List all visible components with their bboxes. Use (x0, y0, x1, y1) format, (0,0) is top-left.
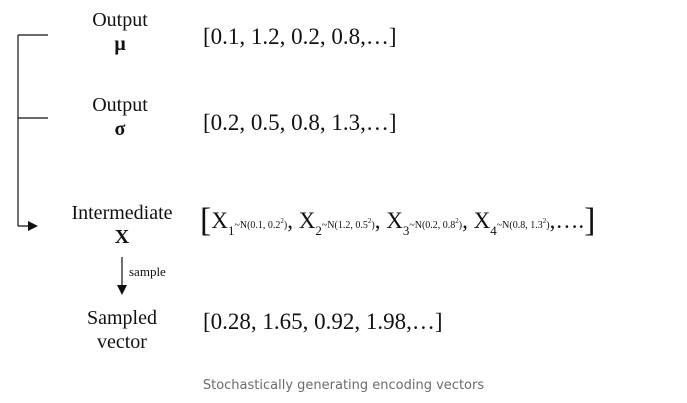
close-bracket: ] (584, 202, 596, 239)
open-bracket: [ (200, 202, 212, 239)
term-3: X3~N(0.2, 0.82), (386, 208, 468, 238)
term-4: X4~N(0.8, 1.32),…. (473, 208, 585, 238)
output-sigma-text: Output (92, 94, 148, 116)
sampled-vector: [0.28, 1.65, 0.92, 1.98,…] (203, 309, 443, 334)
sample-arrow-label: sample (129, 264, 166, 279)
term-1: X1~N(0.1, 0.22), (211, 208, 294, 238)
sigma-vector: [0.2, 0.5, 0.8, 1.3,…] (203, 110, 397, 135)
output-sigma-label: Output σ (70, 93, 170, 141)
intermediate-label: Intermediate X (52, 201, 192, 249)
term-2: X2~N(1.2, 0.52), (298, 208, 381, 238)
intermediate-vector: [X1~N(0.1, 0.22), X2~N(1.2, 0.52), X3~N(… (200, 202, 595, 240)
output-mu-label: Output μ (70, 8, 170, 56)
figure-caption: Stochastically generating encoding vecto… (202, 378, 485, 393)
mu-vector: [0.1, 1.2, 0.2, 0.8,…] (203, 24, 397, 49)
x-symbol: X (114, 226, 130, 248)
sampled-text: Sampled (87, 307, 157, 329)
sigma-symbol: σ (114, 118, 126, 140)
vector-text: vector (97, 331, 147, 353)
output-mu-text: Output (92, 9, 148, 31)
mu-symbol: μ (114, 33, 126, 55)
sampled-vector-label: Sampled vector (62, 306, 182, 354)
intermediate-text: Intermediate (71, 202, 173, 224)
